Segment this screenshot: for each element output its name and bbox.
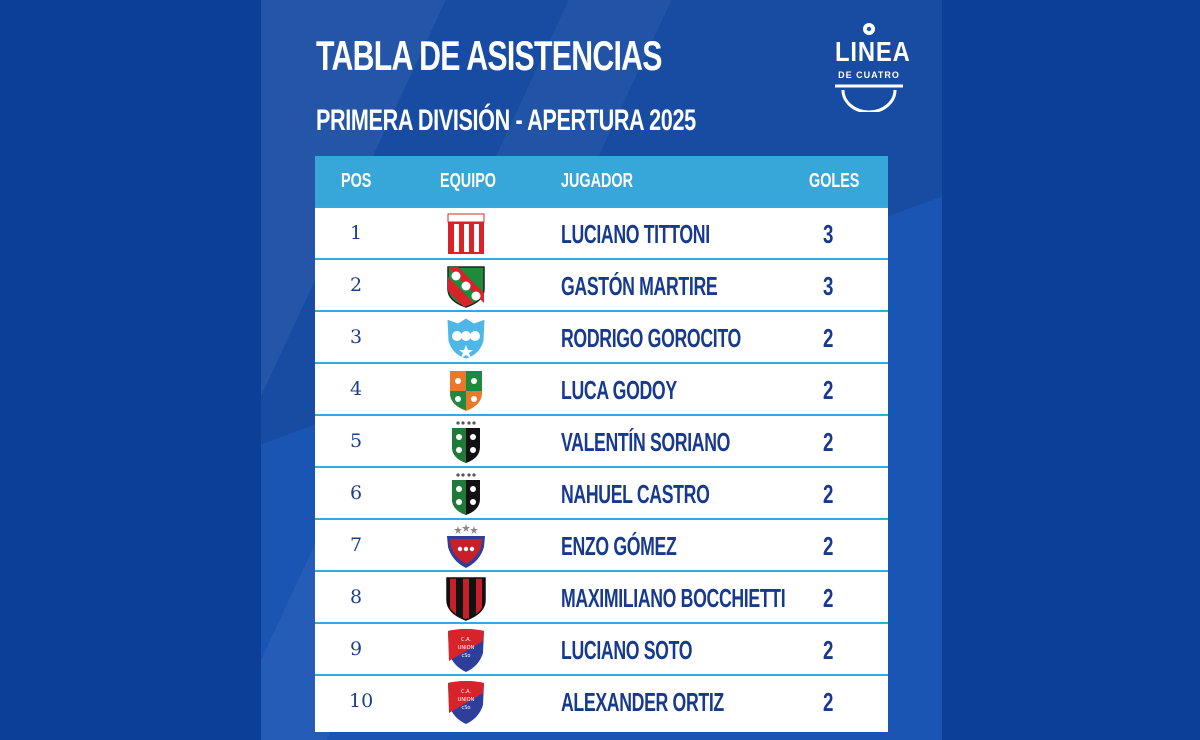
svg-text:C.A.: C.A. bbox=[461, 637, 471, 643]
row-pos: 6 bbox=[349, 482, 363, 504]
row-pos: 10 bbox=[349, 690, 374, 712]
row-player: ALEXANDER ORTIZ bbox=[561, 687, 724, 717]
blue-red-crest-icon bbox=[447, 524, 485, 568]
row-pos: 8 bbox=[349, 586, 363, 608]
table-row: 7 ENZO GÓMEZ 2 bbox=[315, 518, 888, 572]
row-player: ENZO GÓMEZ bbox=[561, 531, 677, 561]
table-row: 3 RODRIGO GOROCITO 2 bbox=[315, 310, 888, 364]
row-pos: 1 bbox=[349, 222, 363, 244]
table-row: 2 GASTÓN MARTIRE 3 bbox=[315, 258, 888, 312]
row-goals: 3 bbox=[823, 271, 834, 301]
left-background bbox=[0, 0, 261, 740]
header-player: JUGADOR bbox=[561, 170, 634, 192]
row-goals: 2 bbox=[823, 375, 834, 405]
row-goals: 2 bbox=[823, 323, 834, 353]
table-row: 10 C.A. UNION cSo ALEXANDER ORTIZ 2 bbox=[315, 674, 888, 728]
row-goals: 2 bbox=[823, 479, 834, 509]
row-player: GASTÓN MARTIRE bbox=[561, 271, 718, 301]
red-green-crest-icon bbox=[447, 266, 485, 308]
poster-subtitle: PRIMERA DIVISIÓN - APERTURA 2025 bbox=[316, 104, 696, 137]
poster-title: TABLA DE ASISTENCIAS bbox=[316, 32, 662, 79]
light-blue-crest-icon bbox=[446, 317, 486, 360]
soccer-ball-icon bbox=[835, 23, 903, 112]
row-pos: 7 bbox=[349, 534, 363, 556]
svg-text:C.A.: C.A. bbox=[461, 689, 471, 695]
brand-name: LINEA bbox=[835, 36, 911, 67]
row-goals: 2 bbox=[823, 531, 834, 561]
red-blue-crest-icon: C.A. UNION cSo bbox=[448, 681, 484, 724]
row-pos: 5 bbox=[349, 430, 363, 452]
row-player: MAXIMILIANO BOCCHIETTI bbox=[561, 583, 786, 613]
brand-logo: LINEA DE CUATRO bbox=[829, 20, 911, 112]
assists-table: POS EQUIPO JUGADOR GOLES 1 LUCIANO TITTO… bbox=[315, 156, 888, 732]
row-goals: 2 bbox=[823, 635, 834, 665]
orange-green-crest-icon bbox=[450, 371, 482, 411]
brand-tagline: DE CUATRO bbox=[838, 70, 900, 80]
row-goals: 2 bbox=[823, 427, 834, 457]
table-row: 5 VALENTÍN SORIANO 2 bbox=[315, 414, 888, 468]
row-goals: 3 bbox=[823, 219, 834, 249]
row-pos: 4 bbox=[349, 378, 363, 400]
svg-text:UNION: UNION bbox=[458, 645, 475, 651]
right-background bbox=[942, 0, 1200, 740]
row-player: NAHUEL CASTRO bbox=[561, 479, 710, 509]
row-goals: 2 bbox=[823, 583, 834, 613]
table-row: 4 LUCA GODOY 2 bbox=[315, 362, 888, 416]
green-black-crest-icon bbox=[452, 473, 480, 515]
table-header: POS EQUIPO JUGADOR GOLES bbox=[315, 156, 888, 206]
table-row: 6 NAHUEL CASTRO 2 bbox=[315, 466, 888, 520]
row-pos: 3 bbox=[349, 326, 363, 348]
green-black-crest-icon bbox=[452, 421, 480, 463]
row-player: LUCA GODOY bbox=[561, 375, 677, 405]
header-pos: POS bbox=[341, 170, 372, 192]
row-pos: 2 bbox=[349, 274, 363, 296]
red-blue-crest-icon: C.A. UNION cSo bbox=[448, 629, 484, 672]
header-goals: GOLES bbox=[809, 170, 860, 192]
row-player: LUCIANO SOTO bbox=[561, 635, 693, 665]
row-goals: 2 bbox=[823, 687, 834, 717]
red-black-stripes-crest-icon bbox=[446, 577, 486, 621]
header-team: EQUIPO bbox=[440, 170, 497, 192]
svg-text:cSo: cSo bbox=[462, 705, 471, 711]
table-row: 9 C.A. UNION cSo LUCIANO SOTO 2 bbox=[315, 622, 888, 676]
row-player: VALENTÍN SORIANO bbox=[561, 427, 731, 457]
svg-text:UNION: UNION bbox=[458, 697, 475, 703]
poster: TABLA DE ASISTENCIAS PRIMERA DIVISIÓN - … bbox=[261, 0, 942, 740]
table-row: 8 MAXIMILIANO BOCCHIETTI 2 bbox=[315, 570, 888, 624]
row-player: LUCIANO TITTONI bbox=[561, 219, 710, 249]
table-row: 1 LUCIANO TITTONI 3 bbox=[315, 206, 888, 260]
red-white-stripes-crest-icon bbox=[447, 213, 485, 254]
row-player: RODRIGO GOROCITO bbox=[561, 323, 741, 353]
row-pos: 9 bbox=[349, 638, 363, 660]
svg-text:cSo: cSo bbox=[462, 653, 471, 659]
